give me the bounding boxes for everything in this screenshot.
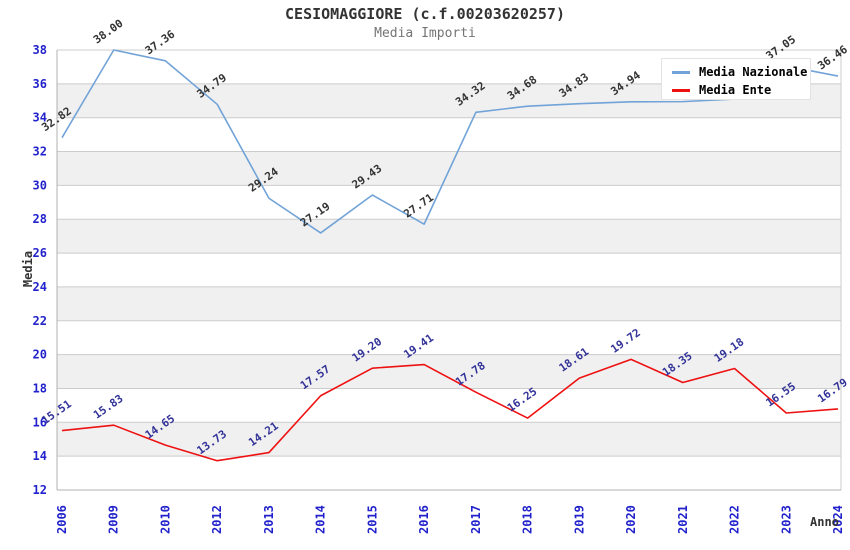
x-tick-label: 2017 xyxy=(469,505,483,534)
y-tick-label: 16 xyxy=(33,415,47,429)
y-tick-label: 34 xyxy=(33,111,47,125)
legend-line-sample-ente xyxy=(672,88,690,92)
point-value-label: 15.83 xyxy=(91,392,126,422)
y-tick-label: 32 xyxy=(33,145,47,159)
x-tick-label: 2020 xyxy=(624,505,638,534)
x-tick-label: 2016 xyxy=(417,505,431,534)
point-value-label: 19.72 xyxy=(608,326,643,356)
x-axis-title: Anno xyxy=(810,515,839,529)
x-tick-label: 2006 xyxy=(55,505,69,534)
y-tick-label: 12 xyxy=(33,483,47,497)
y-tick-label: 14 xyxy=(33,449,47,463)
plot-band xyxy=(57,151,841,186)
y-axis-title: Media xyxy=(21,250,35,288)
x-tick-label: 2010 xyxy=(158,505,172,534)
plot-band xyxy=(57,422,841,457)
y-tick-label: 36 xyxy=(33,77,47,91)
y-tick-label: 28 xyxy=(33,212,47,226)
chart-subtitle: Media Importi xyxy=(374,26,476,41)
point-value-label: 38.00 xyxy=(91,17,126,47)
point-value-label: 36.46 xyxy=(815,43,850,73)
plot-band xyxy=(57,219,841,254)
x-tick-label: 2015 xyxy=(365,505,379,534)
y-tick-label: 22 xyxy=(33,314,47,328)
point-value-label: 16.25 xyxy=(505,385,540,415)
series-line-media-ente xyxy=(61,358,839,462)
series-line-media-nazionale xyxy=(61,49,839,234)
legend-label-ente: Media Ente xyxy=(699,83,772,97)
x-tick-label: 2018 xyxy=(521,505,535,534)
x-tick-label: 2021 xyxy=(676,505,690,534)
plot-band xyxy=(57,354,841,389)
x-tick-label: 2014 xyxy=(314,505,328,534)
plot-band xyxy=(57,286,841,321)
y-tick-label: 30 xyxy=(33,178,47,192)
legend-item-media-nazionale: Media Nazionale xyxy=(672,64,810,80)
x-tick-label: 2009 xyxy=(107,505,121,534)
legend-label-nazionale: Media Nazionale xyxy=(699,65,808,79)
legend: Media Nazionale Media Ente xyxy=(661,58,811,100)
y-tick-label: 18 xyxy=(33,381,47,395)
x-tick-label: 2023 xyxy=(779,505,793,534)
legend-line-sample-nazionale xyxy=(672,70,690,74)
chart-title: CESIOMAGGIORE (c.f.00203620257) xyxy=(285,5,565,23)
x-tick-label: 2022 xyxy=(728,505,742,534)
x-tick-label: 2019 xyxy=(572,505,586,534)
x-tick-label: 2013 xyxy=(262,505,276,534)
legend-item-media-ente: Media Ente xyxy=(672,82,810,98)
x-tick-label: 2012 xyxy=(210,505,224,534)
point-value-label: 37.36 xyxy=(143,27,178,57)
point-value-label: 27.71 xyxy=(401,191,436,221)
y-tick-label: 38 xyxy=(33,43,47,57)
y-tick-label: 20 xyxy=(33,348,47,362)
x-tick-label: 2024 xyxy=(831,505,845,534)
y-tick-label: 26 xyxy=(33,246,47,260)
y-tick-label: 24 xyxy=(33,280,47,294)
